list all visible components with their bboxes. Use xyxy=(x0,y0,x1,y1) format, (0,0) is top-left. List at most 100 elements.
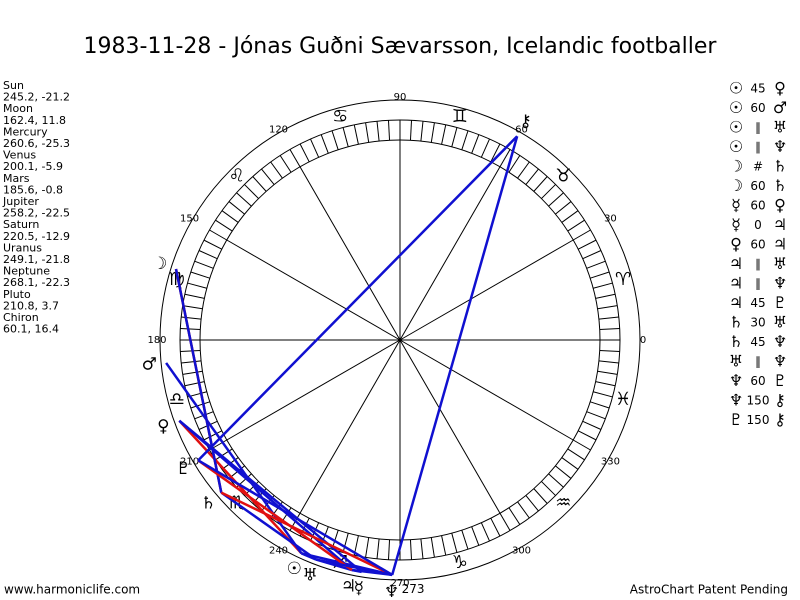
aspect-kind: 0 xyxy=(754,218,762,232)
degree-label: 240 xyxy=(269,545,288,556)
band-tick xyxy=(561,457,579,470)
band-tick xyxy=(582,250,602,260)
planet-name: Chiron xyxy=(3,311,39,324)
aspect-planet-b: ♅ xyxy=(773,118,787,137)
band-tick xyxy=(461,530,469,550)
aspect-planet-a: ♆ xyxy=(729,391,743,410)
degree-label: 330 xyxy=(601,457,620,468)
planet-coords: 258.2, -22.5 xyxy=(3,207,70,220)
aspect-line xyxy=(220,491,317,561)
sign-glyph: ♍ xyxy=(169,269,185,290)
aspect-kind: ∥ xyxy=(755,140,761,154)
aspect-line xyxy=(178,419,353,571)
band-tick xyxy=(244,184,259,199)
aspect-planet-a: ☽ xyxy=(729,157,743,176)
band-tick xyxy=(499,512,511,531)
band-tick xyxy=(441,124,447,145)
band-tick xyxy=(289,149,301,168)
band-tick xyxy=(261,168,275,185)
planet-name: Moon xyxy=(3,102,33,115)
band-tick xyxy=(598,360,619,364)
band-tick xyxy=(180,327,201,331)
band-tick xyxy=(182,370,203,375)
band-tick xyxy=(409,539,413,560)
aspect-kind: 45 xyxy=(750,296,765,310)
band-tick xyxy=(517,161,530,179)
band-tick xyxy=(586,411,606,420)
planet-coords: 268.1, -22.3 xyxy=(3,276,70,289)
band-tick xyxy=(586,260,606,269)
band-tick xyxy=(365,537,370,558)
sign-glyph: ♌ xyxy=(229,166,245,187)
sign-glyph: ♎ xyxy=(169,389,185,410)
aspect-planet-b: ♆ xyxy=(773,352,787,371)
spoke xyxy=(299,339,401,514)
aspect-planet-a: ☉ xyxy=(729,118,743,137)
planet-glyph: ☉ xyxy=(287,559,302,579)
band-tick xyxy=(572,439,591,451)
band-tick xyxy=(376,121,380,142)
degree-label: 180 xyxy=(147,335,166,346)
planet-coords: 260.6, -25.3 xyxy=(3,137,70,150)
aspect-planet-a: ♄ xyxy=(729,332,743,351)
band-tick xyxy=(490,143,501,163)
aspect-planet-b: ♅ xyxy=(773,254,787,273)
band-tick xyxy=(577,430,597,441)
degree-label: 0 xyxy=(640,335,646,346)
aspect-line xyxy=(178,419,303,555)
aspect-planet-a: ☉ xyxy=(729,79,743,98)
degree-label: 90 xyxy=(394,92,407,103)
band-tick xyxy=(599,349,620,353)
planet-coords: 200.1, -5.9 xyxy=(3,160,63,173)
band-tick xyxy=(471,134,480,154)
aspect-planet-b: ♀ xyxy=(774,196,786,215)
aspect-planet-b: ♆ xyxy=(773,274,787,293)
aspect-planet-b: ♆ xyxy=(773,137,787,156)
aspect-line xyxy=(174,268,223,493)
band-tick xyxy=(198,250,218,260)
band-tick xyxy=(490,517,501,537)
aspect-line xyxy=(391,135,519,576)
band-tick xyxy=(480,138,490,158)
aspect-planet-b: ♇ xyxy=(773,293,787,312)
aspect-planet-a: ☉ xyxy=(729,98,743,117)
band-tick xyxy=(353,124,359,145)
band-tick xyxy=(525,168,539,185)
band-tick xyxy=(593,282,613,289)
aspect-planet-b: ♆ xyxy=(773,332,787,351)
spoke xyxy=(399,239,574,341)
band-tick xyxy=(203,239,223,250)
band-tick xyxy=(517,501,530,519)
band-tick xyxy=(187,282,207,289)
aspect-planet-a: ♆ xyxy=(729,371,743,390)
band-tick xyxy=(597,370,618,375)
band-tick xyxy=(365,122,370,143)
spoke xyxy=(399,339,574,441)
aspect-kind: 150 xyxy=(747,413,770,427)
band-tick xyxy=(194,260,214,269)
outer-circle xyxy=(159,99,641,581)
aspect-kind: ∥ xyxy=(755,355,761,369)
band-tick xyxy=(508,507,521,525)
band-tick xyxy=(252,176,267,192)
planet-name: Pluto xyxy=(3,288,31,301)
aspect-planet-a: ♄ xyxy=(729,313,743,332)
aspect-line xyxy=(197,459,393,576)
band-tick xyxy=(597,305,618,310)
footer-right: AstroChart Patent Pending xyxy=(630,583,788,597)
band-tick xyxy=(299,143,310,163)
band-tick xyxy=(582,420,602,430)
planet-name: Neptune xyxy=(3,265,50,278)
aspect-kind: 60 xyxy=(750,199,765,213)
planet-name: Uranus xyxy=(3,241,42,254)
band-tick xyxy=(190,401,210,409)
aspect-planet-a: ☽ xyxy=(729,176,743,195)
planet-glyph: ♀ xyxy=(157,417,169,437)
aspect-kind: 150 xyxy=(747,394,770,408)
sign-glyph: ♋ xyxy=(332,106,348,127)
band-tick xyxy=(548,473,564,488)
band-tick xyxy=(541,184,556,199)
band-tick xyxy=(499,149,511,168)
band-tick xyxy=(548,192,564,207)
